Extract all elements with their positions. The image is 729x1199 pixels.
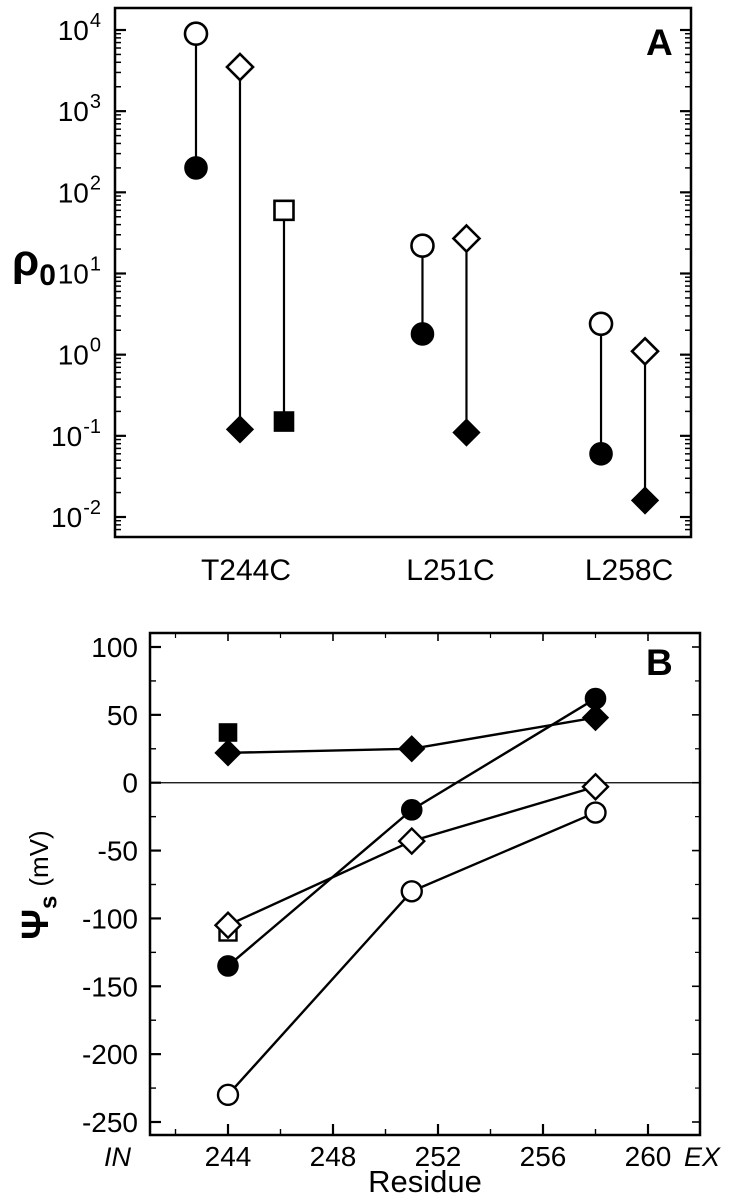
open-diamond-marker (225, 52, 255, 82)
panel-b-plot: 244 248 252 256 260 100 50 0 -50 -100 -150 -200 -250 (82, 631, 702, 1172)
open-circle-marker (183, 21, 209, 47)
x-category-label: T244C (201, 554, 291, 587)
filled-diamond-marker (225, 415, 255, 444)
y-tick-label: -50 (98, 836, 138, 867)
y-tick-label: 103 (58, 91, 101, 127)
panel-a-plot: 104 103 102 101 100 10-1 10-2 T244C L251C L258C (51, 6, 693, 587)
filled-circle-marker (589, 442, 613, 466)
panel-b-frame (148, 631, 702, 1137)
panel-a-y-axis-label: ρ0 (12, 236, 56, 293)
rho-subscript: 0 (39, 258, 56, 292)
x-tick-label: 256 (520, 1141, 567, 1172)
panel-b-y-axis-label: Ψs (mV) (12, 765, 63, 1005)
intracellular-side-label: IN (104, 1142, 131, 1172)
y-tick-label: -150 (82, 971, 138, 1002)
open-circle-marker (410, 233, 435, 259)
y-tick-label: 10-1 (51, 416, 101, 452)
x-category-label: L251C (406, 554, 494, 587)
open-circle-marker (588, 311, 614, 337)
open-diamond-marker (581, 772, 610, 801)
y-tick-label: 101 (58, 254, 101, 290)
y-tick-label: -250 (82, 1107, 138, 1138)
open-circle-marker (216, 1083, 240, 1107)
filled-circle-marker (584, 687, 607, 710)
filled-diamond-marker (630, 486, 660, 515)
filled-square-marker (273, 411, 295, 432)
x-tick-label: 260 (625, 1141, 672, 1172)
open-circle-marker (400, 880, 423, 903)
y-tick-label: 100 (58, 335, 101, 371)
x-tick-label: 248 (310, 1141, 357, 1172)
y-tick-label: 104 (58, 10, 101, 46)
y-tick-label: 50 (107, 700, 138, 731)
y-tick-label: 100 (91, 632, 138, 663)
filled-circle-marker (400, 799, 423, 821)
psi-subscript: s (35, 895, 63, 909)
filled-diamond-marker (452, 418, 481, 447)
x-axis-title: Residue (368, 1164, 482, 1199)
filled-diamond-marker (214, 739, 242, 767)
open-diamond-marker (451, 223, 482, 254)
y-tick-label: -200 (82, 1039, 138, 1070)
panel-a-frame (113, 6, 693, 539)
x-tick-label: 244 (205, 1141, 252, 1172)
y-tick-label: 102 (58, 172, 101, 208)
rho-symbol: ρ (12, 236, 40, 285)
extracellular-side-label: EX (684, 1142, 721, 1172)
y-tick-label: 0 (122, 768, 138, 799)
x-category-label: L258C (585, 554, 673, 587)
y-axis-unit-label: (mV) (24, 830, 54, 887)
open-square-marker (273, 199, 295, 222)
y-tick-label: -100 (82, 903, 138, 934)
x-tick-label: 252 (415, 1141, 462, 1172)
filled-square-marker (218, 723, 238, 742)
open-diamond-marker (213, 911, 243, 940)
panel-b-letter: B (646, 642, 673, 683)
filled-diamond-marker (398, 735, 426, 763)
open-diamond-marker (397, 826, 426, 856)
y-tick-label: 10-2 (51, 497, 101, 533)
filled-circle-marker (184, 156, 208, 180)
open-circle-marker (584, 801, 607, 824)
psi-symbol: Ψ (15, 908, 57, 940)
panel-a-letter: A (646, 22, 673, 63)
filled-circle-marker (410, 322, 435, 346)
open-diamond-marker (630, 336, 660, 367)
filled-diamond-marker (581, 703, 610, 732)
filled-circle-marker (217, 955, 239, 977)
